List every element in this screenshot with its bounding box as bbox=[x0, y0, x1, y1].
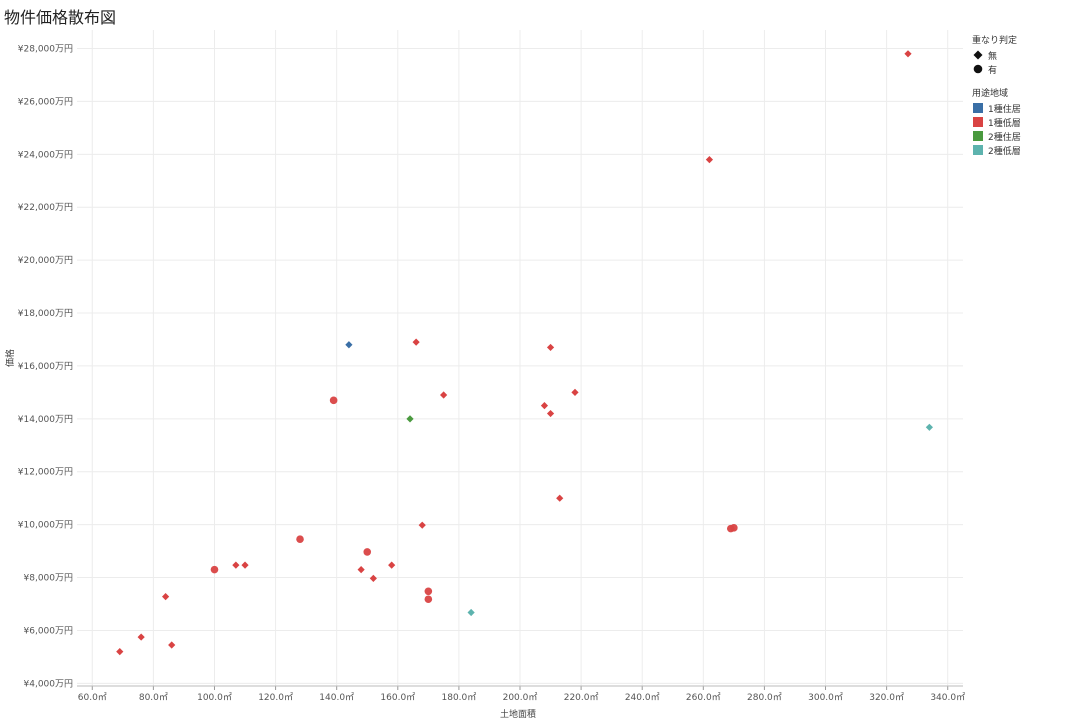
x-tick-label: 240.0㎡ bbox=[625, 692, 660, 703]
data-point[interactable] bbox=[925, 423, 933, 431]
x-tick-label: 120.0㎡ bbox=[258, 692, 293, 703]
data-point[interactable] bbox=[571, 388, 579, 396]
x-tick-label: 280.0㎡ bbox=[747, 692, 782, 703]
data-point[interactable] bbox=[412, 338, 420, 346]
data-point[interactable] bbox=[424, 595, 433, 604]
y-tick-label: ¥20,000万円 bbox=[18, 255, 73, 266]
data-point[interactable] bbox=[329, 396, 338, 405]
data-point[interactable] bbox=[440, 391, 448, 399]
legend: 重なり判定 無 有 用途地域 1種住居 1種低層 2種住居 2種低層 bbox=[972, 33, 1021, 157]
data-point[interactable] bbox=[168, 641, 176, 649]
x-tick-label: 200.0㎡ bbox=[503, 692, 538, 703]
data-point[interactable] bbox=[424, 587, 433, 596]
data-point[interactable] bbox=[467, 608, 475, 617]
legend-item-label: 2種住居 bbox=[988, 132, 1021, 143]
data-point[interactable] bbox=[210, 565, 219, 574]
y-tick-label: ¥10,000万円 bbox=[18, 520, 73, 531]
y-axis-ticks: ¥4,000万円 ¥6,000万円 ¥8,000万円 ¥10,000万円 ¥12,000… bbox=[18, 44, 73, 690]
color-swatch bbox=[973, 117, 983, 127]
color-swatch bbox=[973, 145, 983, 155]
x-tick-label: 140.0㎡ bbox=[319, 692, 354, 703]
data-points bbox=[116, 50, 933, 656]
x-tick-label: 80.0㎡ bbox=[139, 692, 168, 703]
legend-item-label: 1種住居 bbox=[988, 104, 1021, 115]
x-tick-label: 160.0㎡ bbox=[380, 692, 415, 703]
legend-item-zone-4[interactable]: 2種低層 bbox=[972, 143, 1021, 157]
x-tick-label: 320.0㎡ bbox=[869, 692, 904, 703]
x-tick-label: 60.0㎡ bbox=[78, 692, 107, 703]
color-swatch bbox=[973, 103, 983, 113]
legend-item-label: 2種低層 bbox=[988, 146, 1021, 157]
data-point[interactable] bbox=[418, 521, 426, 529]
y-axis-label: 価格 bbox=[4, 349, 16, 367]
diamond-icon bbox=[972, 50, 984, 60]
y-tick-label: ¥8,000万円 bbox=[24, 573, 74, 584]
legend-item-zone-3[interactable]: 2種住居 bbox=[972, 129, 1021, 143]
circle-icon bbox=[972, 64, 984, 74]
x-tick-label: 340.0㎡ bbox=[930, 692, 965, 703]
data-point[interactable] bbox=[116, 648, 124, 656]
chart-title: 物件価格散布図 bbox=[4, 8, 117, 27]
data-point[interactable] bbox=[388, 561, 396, 569]
data-point[interactable] bbox=[904, 50, 912, 58]
y-tick-label: ¥12,000万円 bbox=[18, 467, 73, 478]
legend-item-zone-1[interactable]: 1種住居 bbox=[972, 101, 1021, 115]
y-tick-label: ¥26,000万円 bbox=[18, 96, 73, 107]
legend-color-title: 用途地域 bbox=[972, 89, 1009, 99]
data-point[interactable] bbox=[730, 524, 738, 532]
data-point[interactable] bbox=[369, 574, 377, 582]
legend-shape-title: 重なり判定 bbox=[972, 36, 1018, 46]
x-tick-label: 260.0㎡ bbox=[686, 692, 721, 703]
legend-item-overlap[interactable]: 有 bbox=[972, 62, 1021, 76]
data-point[interactable] bbox=[546, 409, 555, 418]
y-tick-label: ¥22,000万円 bbox=[18, 202, 73, 213]
data-point[interactable] bbox=[241, 561, 249, 569]
color-swatch bbox=[973, 131, 983, 141]
data-point[interactable] bbox=[540, 402, 549, 410]
x-axis-ticks: 60.0㎡ 80.0㎡ 100.0㎡ 120.0㎡ 140.0㎡ 160.0㎡ 180.0㎡… bbox=[77, 685, 965, 703]
y-tick-label: ¥16,000万円 bbox=[18, 361, 73, 372]
data-point[interactable] bbox=[705, 156, 714, 164]
data-point[interactable] bbox=[345, 341, 353, 349]
legend-item-label: 1種低層 bbox=[988, 118, 1021, 129]
data-point[interactable] bbox=[363, 548, 372, 556]
grid-lines bbox=[77, 30, 963, 686]
data-point[interactable] bbox=[556, 494, 564, 502]
x-tick-label: 100.0㎡ bbox=[197, 692, 232, 703]
data-point[interactable] bbox=[546, 343, 555, 352]
data-point[interactable] bbox=[296, 535, 304, 543]
data-point[interactable] bbox=[137, 633, 145, 641]
legend-item-label: 無 bbox=[988, 51, 998, 62]
x-tick-label: 180.0㎡ bbox=[442, 692, 477, 703]
legend-item-zone-2[interactable]: 1種低層 bbox=[972, 115, 1021, 129]
y-tick-label: ¥28,000万円 bbox=[18, 44, 73, 55]
data-point[interactable] bbox=[406, 415, 414, 423]
x-tick-label: 220.0㎡ bbox=[564, 692, 599, 703]
legend-item-label: 有 bbox=[988, 65, 998, 76]
data-point[interactable] bbox=[232, 561, 240, 569]
x-tick-label: 300.0㎡ bbox=[808, 692, 843, 703]
y-tick-label: ¥18,000万円 bbox=[18, 308, 73, 319]
data-point[interactable] bbox=[357, 566, 365, 574]
y-tick-label: ¥4,000万円 bbox=[24, 678, 74, 689]
y-tick-label: ¥24,000万円 bbox=[18, 149, 73, 160]
data-point[interactable] bbox=[162, 592, 170, 601]
legend-item-no-overlap[interactable]: 無 bbox=[972, 48, 1021, 62]
y-tick-label: ¥6,000万円 bbox=[24, 625, 74, 636]
y-tick-label: ¥14,000万円 bbox=[18, 414, 73, 425]
x-axis-label: 土地面積 bbox=[500, 708, 536, 720]
